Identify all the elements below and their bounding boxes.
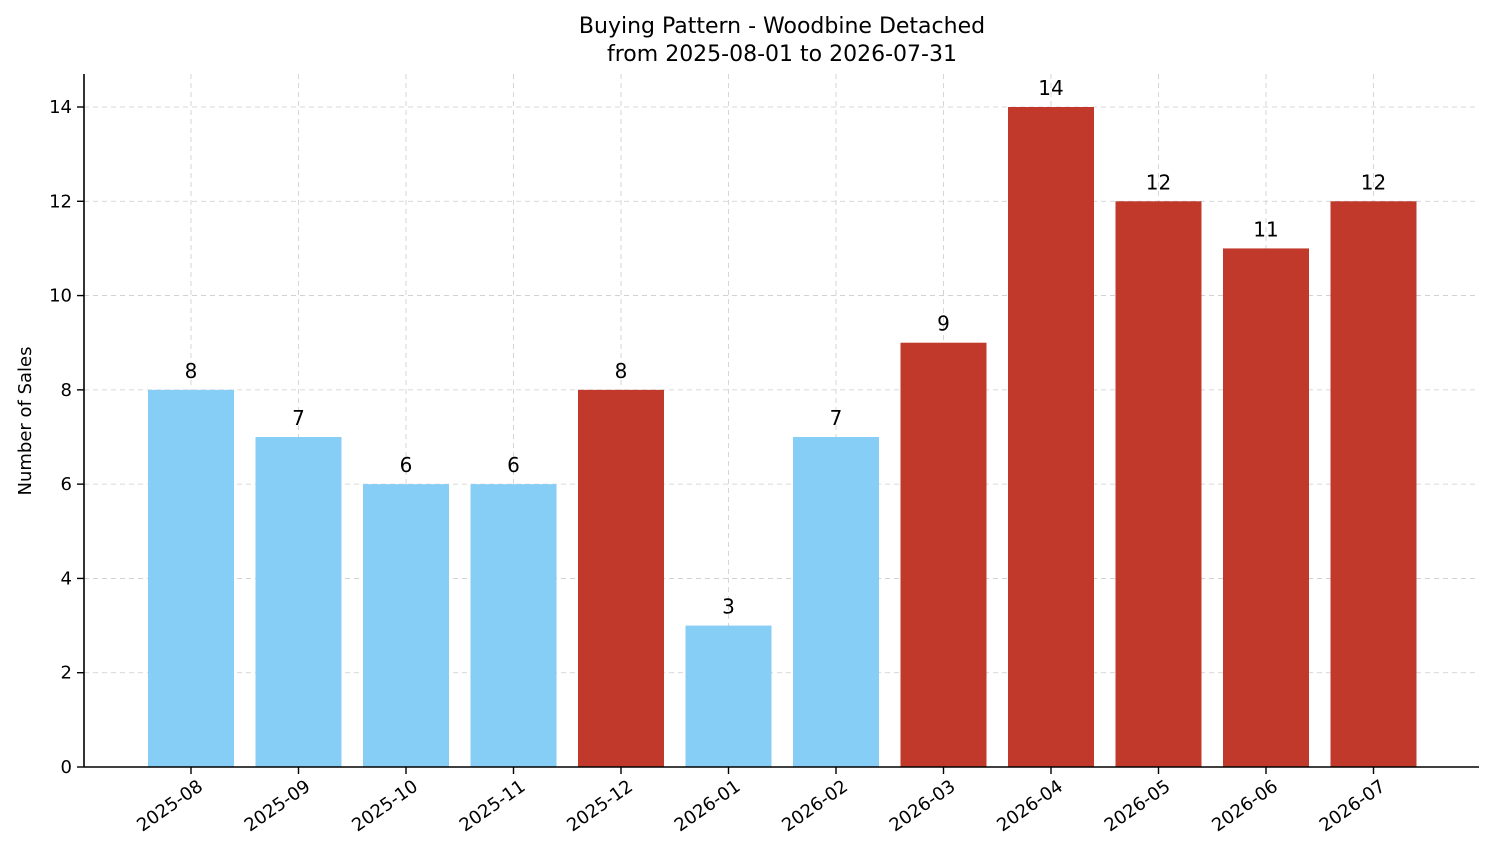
data-label-2026-04: 14: [1038, 76, 1063, 100]
bar-2025-08: [148, 389, 234, 767]
bar-2026-06: [1223, 248, 1309, 767]
y-tick-label: 10: [49, 286, 72, 307]
chart-title: Buying Pattern - Woodbine Detached: [579, 14, 985, 39]
x-tick-label-2026-04: 2026-04: [993, 776, 1067, 836]
x-tick-label-2025-08: 2025-08: [133, 776, 207, 836]
data-label-2025-12: 8: [615, 359, 628, 383]
bar-2026-01: [685, 625, 772, 767]
y-tick-label: 0: [61, 757, 72, 778]
bar-2025-12: [578, 389, 664, 767]
bar-2026-02: [793, 437, 879, 767]
data-label-2025-10: 6: [400, 453, 413, 477]
y-tick-label: 12: [49, 191, 72, 212]
x-tick-label-2025-09: 2025-09: [241, 776, 315, 836]
bar-2026-03: [900, 342, 987, 767]
text-layer: Buying Pattern - Woodbine Detached from …: [15, 14, 985, 496]
x-tick-label-2026-06: 2026-06: [1208, 776, 1282, 836]
data-label-2026-01: 3: [722, 595, 735, 619]
y-tick-label: 2: [61, 663, 72, 684]
axes-layer: [83, 74, 1479, 768]
y-tick-label: 8: [61, 380, 72, 401]
data-label-2026-02: 7: [830, 406, 843, 430]
bar-2026-07: [1330, 201, 1417, 768]
chart-subtitle: from 2025-08-01 to 2026-07-31: [607, 42, 957, 67]
x-tick-label-2026-05: 2026-05: [1101, 776, 1175, 836]
x-tick-label-2025-10: 2025-10: [348, 776, 422, 836]
data-label-2025-09: 7: [292, 406, 305, 430]
bars-layer: [148, 107, 1417, 768]
data-label-2026-06: 11: [1253, 217, 1278, 241]
bar-2025-11: [470, 484, 557, 767]
bar-2026-04: [1008, 107, 1094, 767]
data-label-2026-03: 9: [937, 312, 950, 336]
bar-2026-05: [1115, 201, 1202, 768]
data-label-2026-07: 12: [1361, 170, 1386, 194]
x-tick-label-2025-12: 2025-12: [563, 776, 637, 836]
bar-2025-10: [363, 484, 449, 767]
data-label-2025-11: 6: [507, 453, 520, 477]
y-axis-label: Number of Sales: [15, 346, 36, 495]
data-label-2026-05: 12: [1146, 170, 1171, 194]
x-tick-label-2026-01: 2026-01: [671, 776, 745, 836]
bar-2025-09: [255, 437, 342, 767]
x-tick-label-2025-11: 2025-11: [456, 776, 530, 836]
y-tick-label: 4: [61, 568, 72, 589]
x-tick-label-2026-02: 2026-02: [778, 776, 852, 836]
x-tick-label-2026-07: 2026-07: [1316, 776, 1390, 836]
x-tick-label-2026-03: 2026-03: [886, 776, 960, 836]
data-label-2025-08: 8: [185, 359, 198, 383]
y-tick-label: 6: [61, 474, 72, 495]
data-labels-layer: 8 7 6 6 8 3 7 9 14 12 11 12: [185, 76, 1387, 619]
y-tick-label: 14: [49, 97, 72, 118]
